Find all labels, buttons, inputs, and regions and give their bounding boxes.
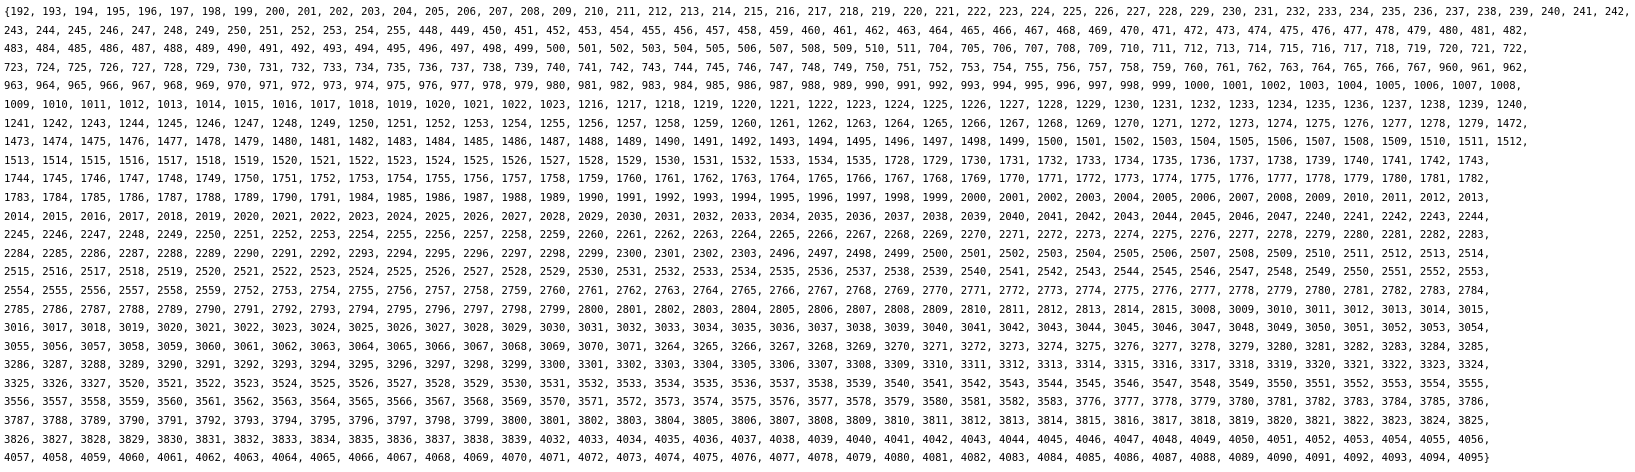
output-line: 1241, 1242, 1243, 1244, 1245, 1246, 1247… <box>4 117 1529 130</box>
output-line: 3325, 3326, 3327, 3520, 3521, 3522, 3523… <box>4 377 1491 390</box>
output-line: 2014, 2015, 2016, 2017, 2018, 2019, 2020… <box>4 210 1491 223</box>
output-line: 483, 484, 485, 486, 487, 488, 489, 490, … <box>4 43 1529 56</box>
output-cell[interactable]: {192, 193, 194, 195, 196, 197, 198, 199,… <box>4 3 1632 468</box>
output-line: 2245, 2246, 2247, 2248, 2249, 2250, 2251… <box>4 229 1491 242</box>
output-line: 1744, 1745, 1746, 1747, 1748, 1749, 1750… <box>4 173 1491 186</box>
output-line: 963, 964, 965, 966, 967, 968, 969, 970, … <box>4 80 1522 93</box>
output-line: 3016, 3017, 3018, 3019, 3020, 3021, 3022… <box>4 322 1491 335</box>
output-line: 3556, 3557, 3558, 3559, 3560, 3561, 3562… <box>4 396 1491 409</box>
output-line: 723, 724, 725, 726, 727, 728, 729, 730, … <box>4 61 1529 74</box>
output-line: 1473, 1474, 1475, 1476, 1477, 1478, 1479… <box>4 136 1529 149</box>
output-line: 3055, 3056, 3057, 3058, 3059, 3060, 3061… <box>4 340 1491 353</box>
output-line: 1009, 1010, 1011, 1012, 1013, 1014, 1015… <box>4 98 1529 111</box>
output-line: 2515, 2516, 2517, 2518, 2519, 2520, 2521… <box>4 266 1491 279</box>
output-line: 2284, 2285, 2286, 2287, 2288, 2289, 2290… <box>4 247 1491 260</box>
output-line: 3787, 3788, 3789, 3790, 3791, 3792, 3793… <box>4 415 1491 428</box>
output-line: 1783, 1784, 1785, 1786, 1787, 1788, 1789… <box>4 191 1491 204</box>
output-line: {192, 193, 194, 195, 196, 197, 198, 199,… <box>4 6 1631 18</box>
output-line: 2785, 2786, 2787, 2788, 2789, 2790, 2791… <box>4 303 1491 316</box>
output-line: 3826, 3827, 3828, 3829, 3830, 3831, 3832… <box>4 433 1491 446</box>
output-line: 1513, 1514, 1515, 1516, 1517, 1518, 1519… <box>4 154 1491 167</box>
output-line: 243, 244, 245, 246, 247, 248, 249, 250, … <box>4 24 1529 37</box>
output-line: 4057, 4058, 4059, 4060, 4061, 4062, 4063… <box>4 452 1491 465</box>
output-line: 3286, 3287, 3288, 3289, 3290, 3291, 3292… <box>4 359 1491 372</box>
output-line: 2554, 2555, 2556, 2557, 2558, 2559, 2752… <box>4 284 1491 297</box>
